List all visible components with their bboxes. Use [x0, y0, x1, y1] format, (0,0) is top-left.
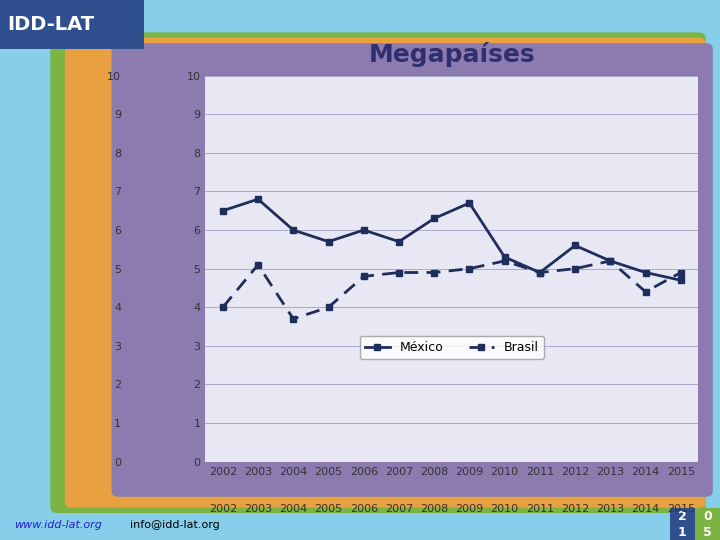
Line: México: México [220, 195, 684, 284]
Text: 0: 0 [703, 510, 712, 523]
México [289, 227, 297, 233]
FancyBboxPatch shape [112, 43, 713, 497]
México [218, 207, 227, 214]
Brasil [359, 273, 368, 280]
Brasil [395, 269, 403, 276]
Text: 5: 5 [703, 526, 712, 539]
México [465, 200, 474, 206]
Text: 1: 1 [678, 526, 687, 539]
México [500, 254, 509, 260]
Brasil [465, 265, 474, 272]
México [571, 242, 580, 249]
México [324, 238, 333, 245]
Line: Brasil: Brasil [220, 258, 684, 322]
Text: info@idd-lat.org: info@idd-lat.org [130, 520, 220, 530]
México [677, 277, 685, 284]
FancyBboxPatch shape [0, 0, 144, 49]
Brasil [289, 315, 297, 322]
México [395, 238, 403, 245]
Brasil [677, 269, 685, 276]
México [430, 215, 438, 222]
FancyBboxPatch shape [695, 508, 720, 540]
Brasil [324, 304, 333, 310]
Text: 2: 2 [678, 510, 687, 523]
Brasil [536, 269, 544, 276]
Text: www.idd-lat.org: www.idd-lat.org [14, 520, 102, 530]
FancyBboxPatch shape [65, 38, 706, 508]
Brasil [606, 258, 615, 264]
Brasil [642, 288, 650, 295]
FancyBboxPatch shape [50, 32, 706, 513]
México [606, 258, 615, 264]
México [642, 269, 650, 276]
México [536, 269, 544, 276]
Brasil [253, 261, 262, 268]
Legend: México, Brasil: México, Brasil [360, 336, 544, 359]
Brasil [430, 269, 438, 276]
FancyBboxPatch shape [670, 508, 695, 540]
Title: Megapaíses: Megapaíses [369, 42, 535, 67]
Text: IDD-LAT: IDD-LAT [7, 15, 94, 34]
México [253, 196, 262, 202]
Brasil [571, 265, 580, 272]
Brasil [218, 304, 227, 310]
Brasil [500, 258, 509, 264]
México [359, 227, 368, 233]
